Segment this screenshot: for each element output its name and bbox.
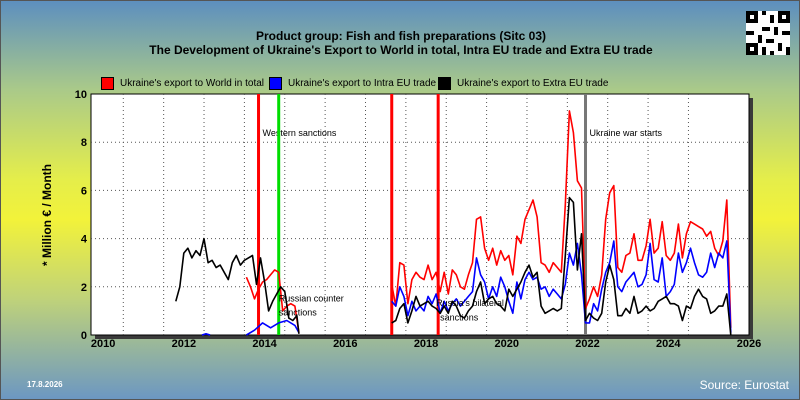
legend-label-world: Ukraine's export to World in total: [120, 78, 265, 89]
series-2-line-0: [175, 237, 300, 334]
qr-code-icon: [746, 11, 790, 55]
plot-area: [90, 93, 750, 336]
x-tick-label: 2010: [91, 338, 115, 350]
chart-title: Product group: Fish and fish preparation…: [255, 29, 547, 43]
y-tick-label: 8: [81, 137, 87, 149]
series-0-line-0: [245, 269, 300, 333]
series-2-line-1: [391, 196, 732, 336]
x-tick-label: 2024: [656, 338, 681, 350]
legend-swatch-intra-eu: [269, 77, 282, 90]
legend-item-intra-eu: Ukraine's export to Intra EU trade: [269, 77, 436, 93]
y-tick-label: 10: [75, 89, 87, 101]
series-1-line-0: [201, 332, 211, 336]
y-tick-label: 2: [81, 282, 87, 294]
series-1-line-1: [245, 319, 300, 336]
annotation-2: Russia's bilateral: [436, 298, 504, 308]
legend-swatch-extra-eu: [438, 77, 451, 90]
x-tick-label: 2020: [495, 338, 519, 350]
chart-legend: Ukraine's export to World in total Ukrai…: [1, 77, 799, 93]
legend-item-world: Ukraine's export to World in total: [101, 77, 264, 93]
x-tick-label: 2014: [252, 338, 277, 350]
legend-swatch-world: [101, 77, 114, 90]
legend-item-extra-eu: Ukraine's export to Extra EU trade: [438, 77, 608, 93]
y-tick-label: 4: [81, 234, 88, 246]
annotation-1: sanctions: [279, 308, 318, 318]
series-0-line-1: [390, 110, 732, 328]
source-credit: Source: Eurostat: [699, 378, 789, 392]
event-label-4: Ukraine war starts: [590, 128, 663, 138]
x-tick-label: 2026: [737, 338, 761, 350]
annotation-0: Russian counter: [279, 293, 344, 303]
x-tick-label: 2012: [172, 338, 196, 350]
x-tick-label: 2016: [333, 338, 357, 350]
legend-label-extra-eu: Ukraine's export to Extra EU trade: [457, 78, 609, 89]
y-tick-label: 0: [81, 330, 87, 342]
x-tick-label: 2018: [414, 338, 438, 350]
legend-label-intra-eu: Ukraine's export to Intra EU trade: [288, 78, 437, 89]
chart-subtitle: The Development of Ukraine's Export to W…: [149, 43, 653, 57]
y-tick-label: 6: [81, 185, 87, 197]
annotation-3: sanctions: [440, 313, 479, 323]
date-stamp: 17.8.2026: [27, 380, 63, 389]
x-tick-label: 2022: [575, 338, 599, 350]
event-label-0: Western sanctions: [263, 128, 337, 138]
